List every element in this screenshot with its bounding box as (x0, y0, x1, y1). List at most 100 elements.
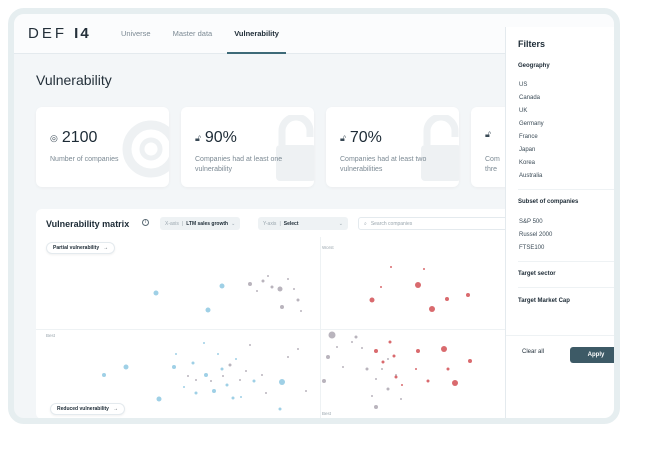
company-point[interactable] (426, 379, 430, 383)
company-point[interactable] (102, 373, 106, 377)
company-point[interactable] (252, 379, 256, 383)
company-point[interactable] (256, 290, 258, 292)
company-point[interactable] (172, 365, 176, 369)
company-point[interactable] (415, 368, 417, 370)
filter-option-canada[interactable]: Canada (519, 95, 540, 101)
company-point[interactable] (394, 375, 398, 379)
company-point[interactable] (210, 380, 212, 382)
company-point[interactable] (123, 364, 129, 370)
company-point[interactable] (280, 305, 284, 309)
company-point[interactable] (388, 340, 392, 344)
company-point[interactable] (293, 288, 295, 290)
filter-option-australia[interactable]: Australia (519, 173, 542, 179)
company-point[interactable] (300, 310, 302, 312)
company-point[interactable] (261, 279, 265, 283)
company-point[interactable] (228, 363, 232, 367)
company-point[interactable] (374, 405, 378, 409)
company-point[interactable] (287, 278, 289, 280)
company-point[interactable] (381, 368, 383, 370)
geography-section-header[interactable]: Geography ⌃ (518, 63, 614, 70)
company-point[interactable] (245, 370, 247, 372)
y-axis-select[interactable]: Y-axis | Select ⌄ (258, 217, 348, 230)
company-point[interactable] (287, 356, 289, 358)
info-icon[interactable]: i (142, 219, 149, 226)
company-point[interactable] (445, 297, 449, 301)
nav-item-master-data[interactable]: Master data (172, 29, 213, 38)
company-point[interactable] (392, 354, 396, 358)
company-point[interactable] (220, 367, 224, 371)
close-icon[interactable]: ✕ (613, 38, 614, 49)
company-point[interactable] (156, 396, 162, 402)
company-point[interactable] (261, 374, 263, 376)
company-point[interactable] (441, 346, 447, 352)
x-axis-select[interactable]: X-axis | LTM sales growth ⌄ (160, 217, 241, 230)
company-point[interactable] (326, 355, 330, 359)
company-point[interactable] (191, 361, 195, 365)
company-point[interactable] (374, 349, 378, 353)
company-point[interactable] (217, 353, 219, 355)
company-point[interactable] (361, 347, 363, 349)
target-sector-section-header[interactable]: Target sector ⌄ (518, 271, 614, 278)
filter-option-germany[interactable]: Germany (519, 121, 544, 127)
company-point[interactable] (175, 353, 177, 355)
nav-item-vulnerability[interactable]: Vulnerability (227, 14, 286, 54)
subset-section-header[interactable]: Subset of companies ⌃ (518, 199, 614, 206)
app-logo[interactable]: DEF I4 (28, 25, 91, 42)
company-point[interactable] (222, 375, 224, 377)
company-point[interactable] (365, 367, 369, 371)
company-point[interactable] (183, 386, 185, 388)
company-point[interactable] (195, 379, 197, 381)
company-point[interactable] (351, 341, 353, 343)
filter-option-us[interactable]: US (519, 82, 527, 88)
company-point[interactable] (452, 380, 458, 386)
company-point[interactable] (279, 379, 285, 385)
company-point[interactable] (278, 407, 282, 411)
company-point[interactable] (248, 282, 252, 286)
company-point[interactable] (380, 286, 382, 288)
filter-option-ftse100[interactable]: FTSE100 (519, 245, 544, 251)
company-point[interactable] (187, 375, 189, 377)
company-point[interactable] (239, 379, 241, 381)
company-point[interactable] (305, 390, 307, 392)
company-point[interactable] (390, 266, 392, 268)
company-point[interactable] (296, 298, 300, 302)
company-point[interactable] (369, 297, 375, 303)
clear-all-button[interactable]: Clear all (522, 349, 545, 355)
filter-option-japan[interactable]: Japan (519, 147, 535, 153)
company-point[interactable] (415, 282, 421, 288)
nav-item-universe[interactable]: Universe (121, 29, 151, 38)
company-point[interactable] (416, 349, 420, 353)
company-point[interactable] (153, 290, 159, 296)
partial-vulnerability-button[interactable]: Partial vulnerability → (46, 242, 116, 254)
company-point[interactable] (400, 398, 402, 400)
filter-option-korea[interactable]: Korea (519, 160, 535, 166)
company-point[interactable] (231, 396, 235, 400)
company-point[interactable] (354, 335, 358, 339)
company-point[interactable] (203, 342, 205, 344)
company-point[interactable] (240, 396, 242, 398)
company-point[interactable] (249, 344, 251, 346)
company-point[interactable] (297, 348, 299, 350)
company-point[interactable] (265, 392, 267, 394)
company-point[interactable] (387, 358, 389, 360)
company-point[interactable] (375, 378, 377, 380)
company-point[interactable] (429, 306, 435, 312)
company-point[interactable] (386, 387, 390, 391)
company-point[interactable] (205, 307, 211, 313)
company-point[interactable] (371, 395, 373, 397)
company-point[interactable] (328, 331, 336, 339)
company-point[interactable] (423, 268, 425, 270)
company-point[interactable] (446, 367, 450, 371)
company-point[interactable] (219, 283, 225, 289)
filter-option-sp500[interactable]: S&P 500 (519, 219, 543, 225)
company-point[interactable] (466, 293, 470, 297)
company-point[interactable] (225, 383, 229, 387)
company-point[interactable] (468, 359, 472, 363)
company-point[interactable] (212, 389, 216, 393)
company-point[interactable] (235, 358, 237, 360)
filter-option-france[interactable]: France (519, 134, 538, 140)
company-point[interactable] (267, 275, 269, 277)
company-point[interactable] (204, 373, 208, 377)
company-point[interactable] (401, 384, 403, 386)
filter-option-russel2000[interactable]: Russel 2000 (519, 232, 552, 238)
